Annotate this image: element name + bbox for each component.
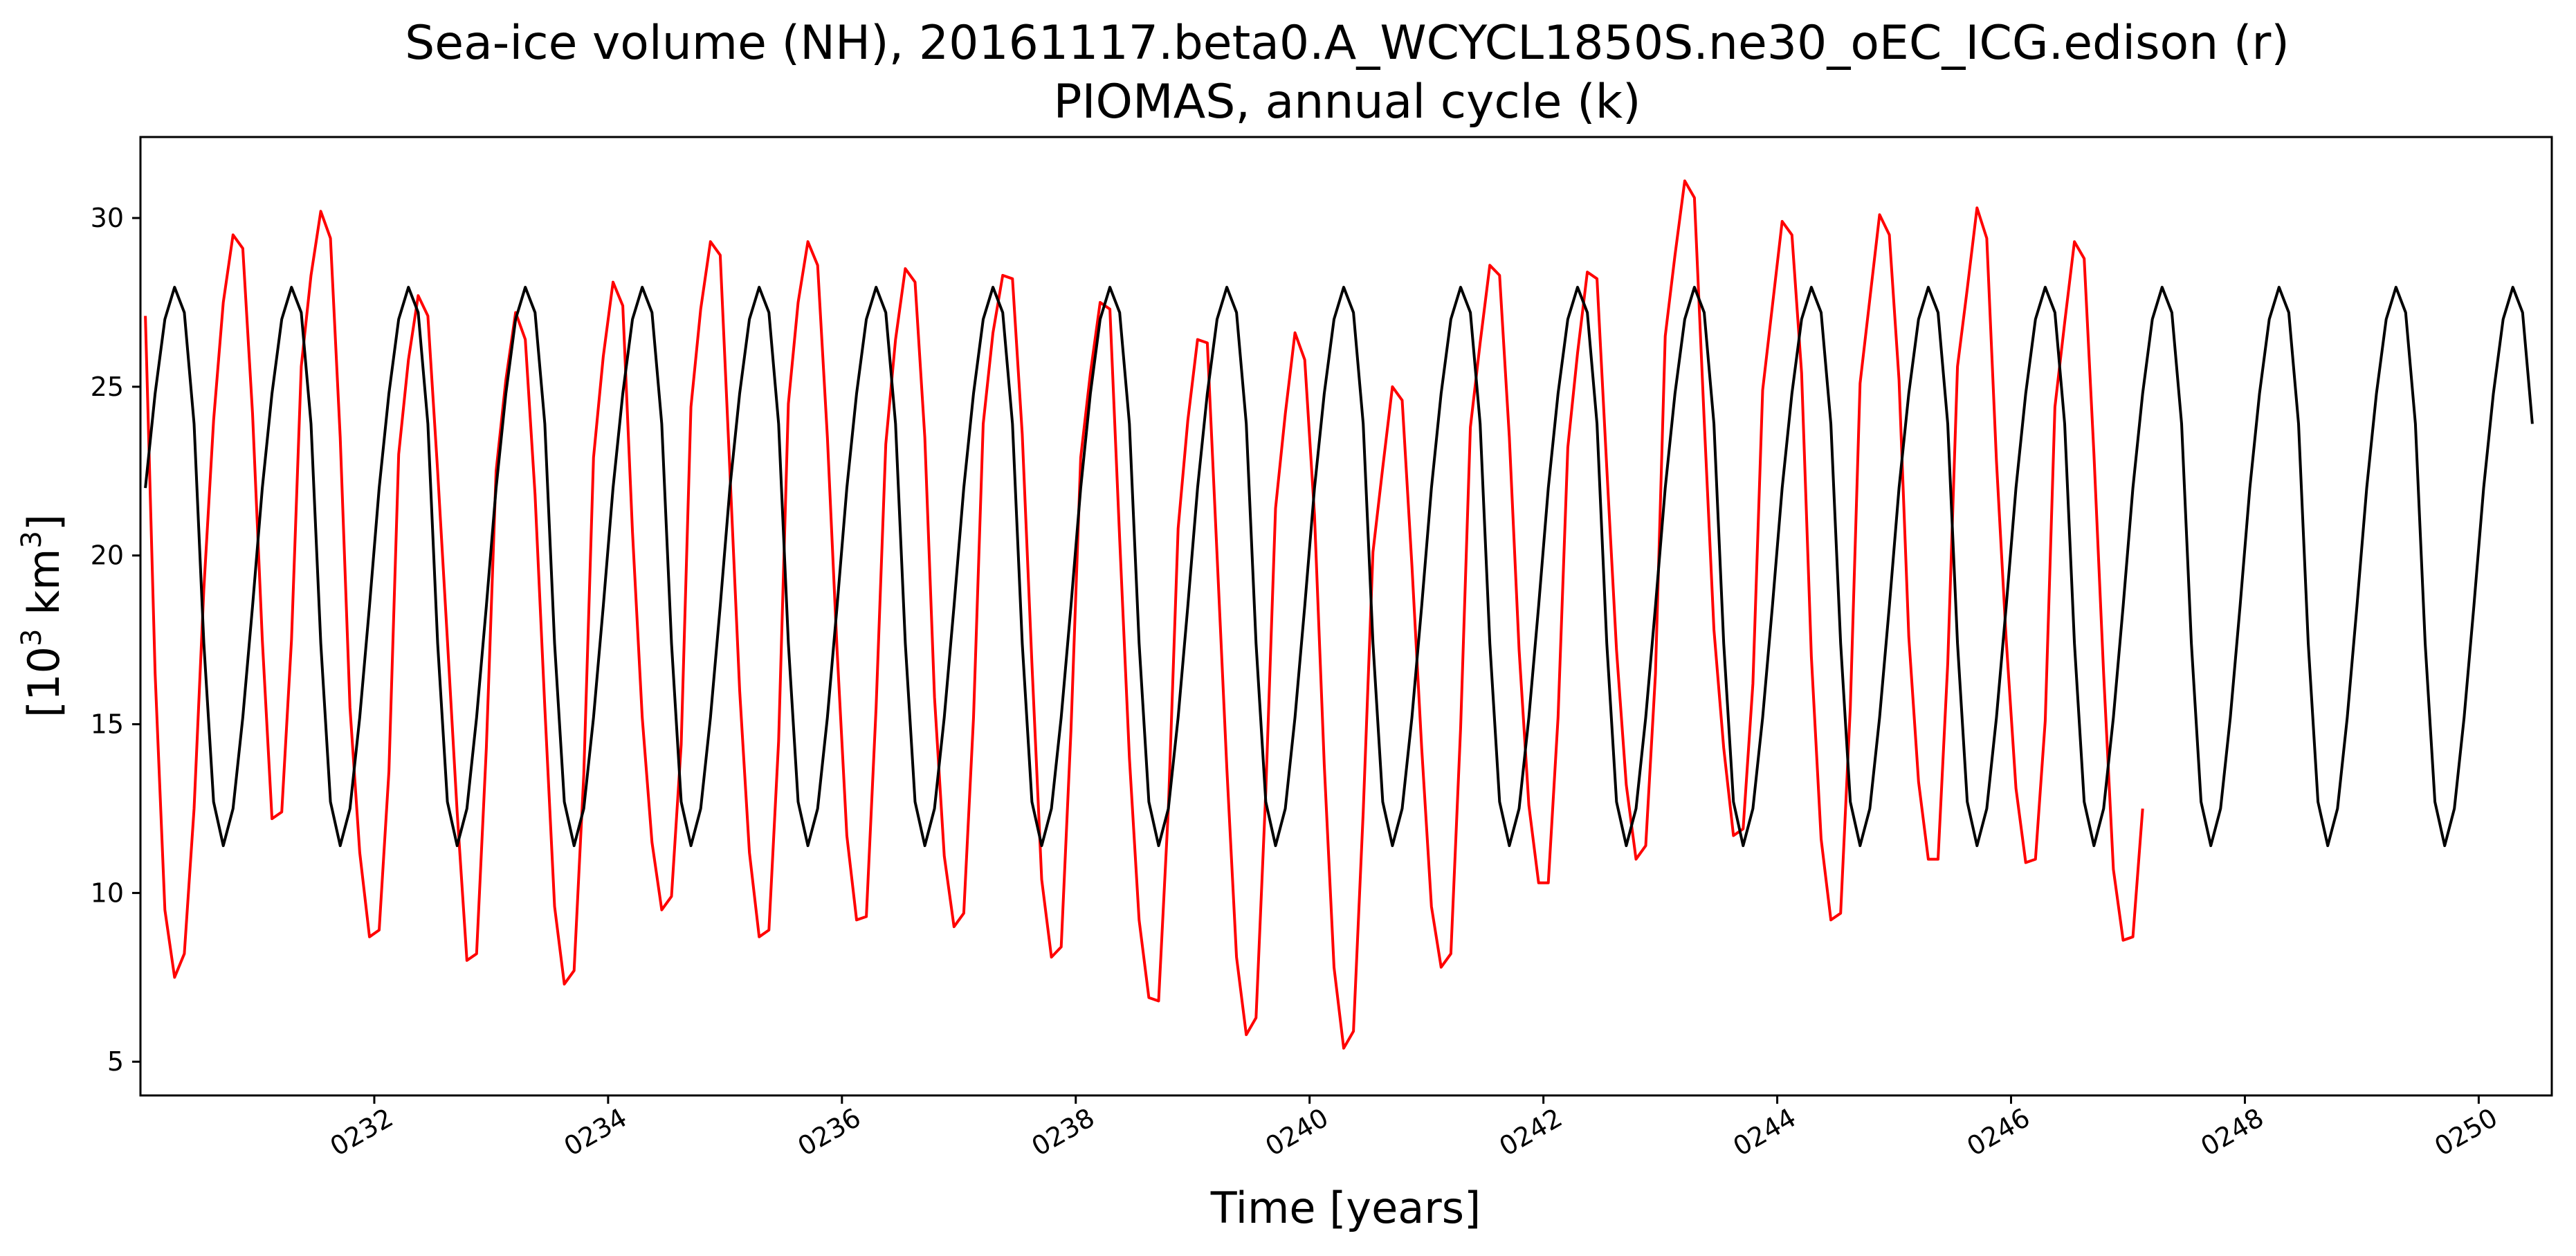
y-tick-label: 5 [107, 1046, 124, 1077]
series-line-black [144, 286, 2534, 848]
chart-title: Sea-ice volume (NH), 20161117.beta0.A_WC… [405, 16, 2290, 71]
x-axis-label: Time [years] [1210, 1183, 1481, 1233]
y-tick-label: 15 [91, 709, 124, 740]
y-axis: 5 10 15 20 25 30 [91, 203, 140, 1077]
y-tick-label: 20 [91, 540, 124, 571]
plot-area [144, 179, 2534, 1050]
y-tick-label: 30 [91, 203, 124, 233]
plot-frame [139, 136, 2553, 1097]
y-tick-label: 25 [91, 372, 124, 402]
series-line-red [144, 179, 2144, 1050]
chart-subtitle: PIOMAS, annual cycle (k) [1053, 75, 1641, 129]
y-axis-label: [103 km3] [16, 514, 69, 718]
y-tick-label: 10 [91, 877, 124, 908]
